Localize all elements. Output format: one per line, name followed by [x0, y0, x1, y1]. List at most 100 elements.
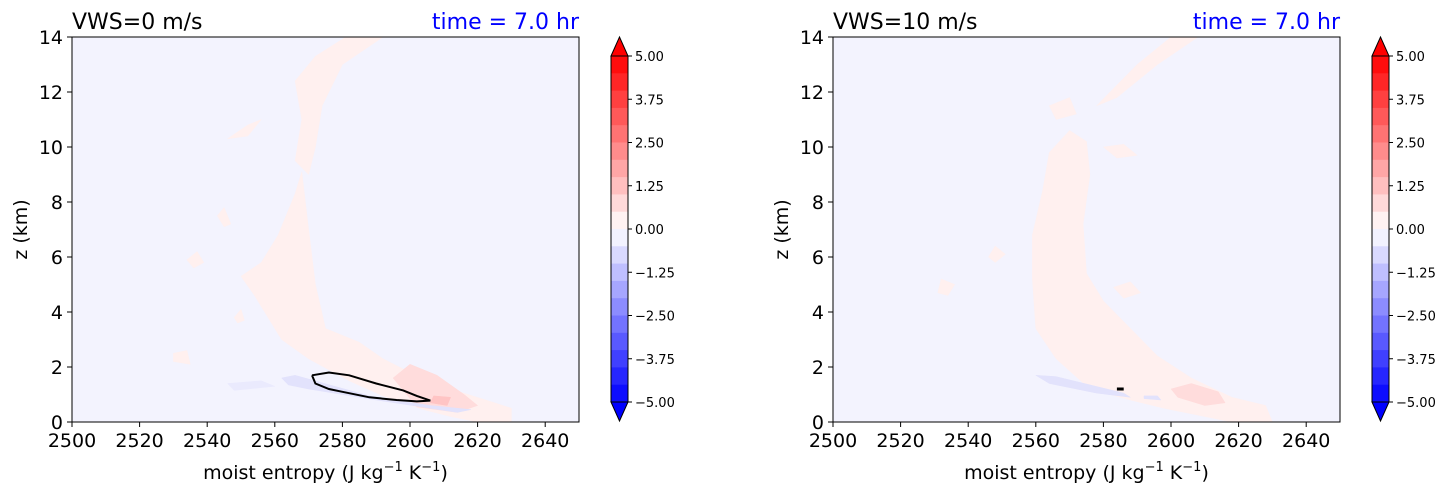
- colorbar-level: [611, 280, 628, 299]
- colorbar-level: [611, 246, 628, 265]
- contour-lines: [311, 371, 431, 403]
- contour-region: [281, 375, 471, 413]
- y-tick-label: 0: [51, 412, 63, 434]
- contour-region: [1035, 375, 1131, 398]
- colorbar-tick-label: 5.00: [1396, 50, 1425, 65]
- colorbar-level: [611, 107, 628, 126]
- colorbar-level: [611, 263, 628, 282]
- colorbar-level: [1372, 246, 1389, 265]
- y-tick-label: 4: [812, 302, 824, 324]
- x-tick-label: 2580: [1079, 430, 1127, 452]
- panel-vws0: VWS=0 m/s time = 7.0 hr 2500 2520 2540 2560…: [10, 10, 675, 484]
- contour-region: [988, 245, 1006, 263]
- colorbar-level: [611, 90, 628, 109]
- y-axis-label: z (km): [771, 199, 793, 259]
- y-tick-label: 8: [51, 192, 63, 214]
- x-tick-label: 2520: [876, 430, 924, 452]
- contour-fills: [937, 37, 1273, 422]
- y-axis: 0 2 4 6 8 10 12 14: [39, 27, 72, 434]
- colorbar-tick-label: 0.00: [635, 223, 664, 238]
- y-tick-label: 4: [51, 302, 63, 324]
- contour-region: [233, 308, 245, 324]
- colorbar-level: [611, 315, 628, 334]
- y-tick-label: 0: [812, 412, 824, 434]
- contour-region: [1143, 395, 1162, 401]
- colorbar-level: [611, 159, 628, 178]
- colorbar-level: [1372, 177, 1389, 195]
- x-tick-label: 2500: [48, 430, 96, 452]
- contour-region: [1032, 130, 1273, 422]
- colorbar-level: [611, 332, 628, 351]
- panel-title: VWS=0 m/s: [72, 10, 203, 35]
- contour-region: [937, 278, 956, 296]
- plot-frame: [832, 36, 1341, 423]
- colorbar-level: [611, 229, 628, 247]
- y-tick-label: 6: [812, 247, 824, 269]
- x-tick-label: 2520: [115, 430, 163, 452]
- y-tick-label: 10: [39, 137, 63, 159]
- x-tick-label: 2600: [386, 430, 434, 452]
- x-tick-label: 2540: [183, 430, 231, 452]
- y-tick-label: 2: [812, 357, 824, 379]
- colorbar-level: [1372, 315, 1389, 334]
- colorbar-level: [1372, 280, 1389, 299]
- colorbar-level: [1372, 332, 1389, 351]
- colorbar-extend-min: [610, 401, 629, 423]
- colorbar-level: [1372, 367, 1389, 386]
- colorbar-tick-label: −2.50: [635, 310, 675, 325]
- colorbar-level: [1372, 56, 1389, 74]
- colorbar-tick-label: −5.00: [1396, 396, 1436, 411]
- colorbar-tick-label: 1.25: [635, 180, 664, 195]
- x-axis-label: moist entropy (J kg−1 K−1): [964, 460, 1209, 484]
- colorbar-level: [611, 211, 628, 230]
- colorbar-level: [611, 350, 628, 368]
- colorbar-level: [1372, 211, 1389, 230]
- colorbar-level: [1372, 90, 1389, 109]
- contour-region: [1096, 37, 1199, 107]
- contour-region: [429, 395, 451, 406]
- colorbar-extend-min: [1371, 401, 1390, 423]
- colorbar-tick-label: −5.00: [635, 396, 675, 411]
- colorbar-tick-label: −2.50: [1396, 310, 1436, 325]
- colorbar-tick-label: 1.25: [1396, 180, 1425, 195]
- y-tick-label: 8: [812, 192, 824, 214]
- y-axis-label: z (km): [10, 199, 32, 259]
- x-tick-label: 2620: [453, 430, 501, 452]
- colorbar-level: [611, 194, 628, 213]
- x-tick-label: 2580: [318, 430, 366, 452]
- contour-line: [311, 371, 431, 403]
- colorbar-level: [611, 367, 628, 386]
- plot-frame: [71, 36, 580, 423]
- colorbar-level: [611, 384, 628, 403]
- colorbar-level: [1372, 229, 1389, 247]
- y-tick-label: 14: [39, 27, 63, 49]
- colorbar-tick-label: 2.50: [635, 137, 664, 152]
- colorbar-level: [1372, 384, 1389, 403]
- x-tick-label: 2620: [1214, 430, 1262, 452]
- contour-region: [240, 171, 512, 422]
- contour-region: [1170, 383, 1226, 406]
- x-tick-label: 2560: [251, 430, 299, 452]
- colorbar-level: [1372, 194, 1389, 213]
- colorbar-extend-max: [610, 35, 629, 57]
- contour-region: [227, 119, 262, 140]
- colorbar-tick-label: 5.00: [635, 50, 664, 65]
- colorbar-level: [1372, 73, 1389, 92]
- x-tick-label: 2560: [1012, 430, 1060, 452]
- colorbar-level: [611, 73, 628, 92]
- x-axis: 2500 2520 2540 2560 2580 2600 2620 2640: [809, 422, 1330, 452]
- colorbar-tick-label: 0.00: [1396, 223, 1425, 238]
- colorbar-tick-label: 2.50: [1396, 137, 1425, 152]
- time-label: time = 7.0 hr: [432, 10, 580, 35]
- colorbar-level: [1372, 263, 1389, 282]
- colorbar-level: [611, 56, 628, 74]
- colorbar-level: [1372, 125, 1389, 144]
- colorbar: 5.00 3.75 2.50 1.25 0.00 −1.25 −2.50 −3.75 −5.00: [610, 35, 675, 423]
- colorbar-level: [611, 142, 628, 161]
- colorbar-tick-label: 3.75: [635, 93, 664, 108]
- colorbar-extend-max: [1371, 35, 1390, 57]
- colorbar-level: [1372, 107, 1389, 126]
- colorbar-tick-label: −1.25: [1396, 266, 1436, 281]
- panel-title: VWS=10 m/s: [833, 10, 978, 35]
- y-tick-label: 2: [51, 357, 63, 379]
